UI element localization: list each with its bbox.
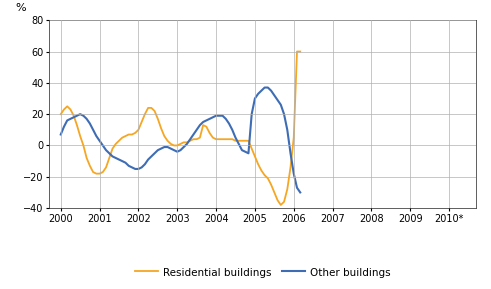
Other buildings <box>58 133 64 136</box>
Line: Residential buildings: Residential buildings <box>61 51 300 205</box>
Other buildings <box>297 191 303 194</box>
Residential buildings <box>239 139 245 142</box>
Residential buildings <box>246 139 251 142</box>
Residential buildings <box>297 50 303 53</box>
Text: %: % <box>15 3 26 13</box>
Legend: Residential buildings, Other buildings: Residential buildings, Other buildings <box>131 263 395 282</box>
Residential buildings <box>77 134 83 138</box>
Line: Other buildings: Other buildings <box>61 88 300 192</box>
Other buildings <box>255 92 261 96</box>
Residential buildings <box>278 203 284 207</box>
Other buildings <box>246 151 251 155</box>
Residential buildings <box>294 50 300 53</box>
Residential buildings <box>249 147 255 150</box>
Residential buildings <box>58 112 64 116</box>
Residential buildings <box>255 162 261 166</box>
Other buildings <box>274 98 280 102</box>
Other buildings <box>77 112 83 116</box>
Other buildings <box>239 149 245 152</box>
Other buildings <box>262 86 268 89</box>
Residential buildings <box>272 191 277 194</box>
Other buildings <box>249 112 255 116</box>
